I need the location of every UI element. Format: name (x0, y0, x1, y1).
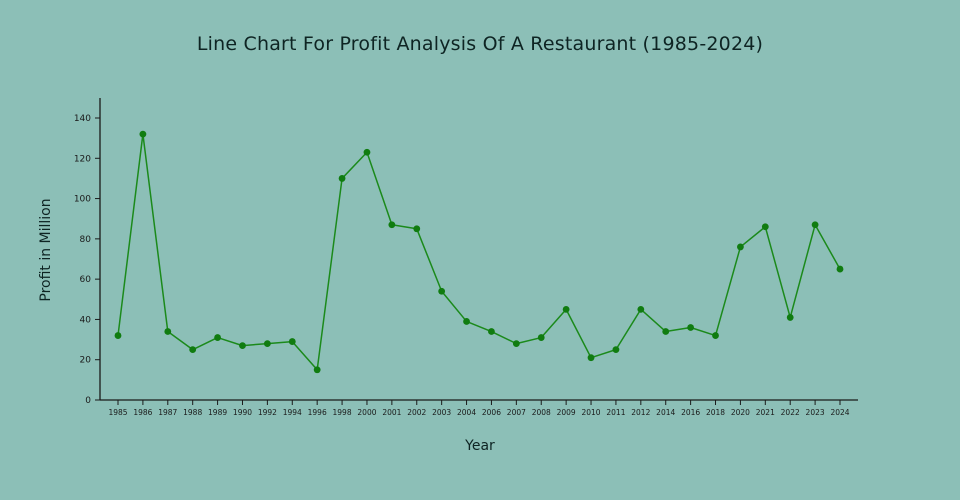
data-point-marker (114, 332, 122, 339)
x-axis-tick-label: 2007 (507, 408, 526, 417)
x-axis-tick-label: 1988 (183, 408, 202, 417)
x-axis-tick-label: 2008 (532, 408, 551, 417)
x-axis-tick-label: 2011 (606, 408, 625, 417)
x-axis-tick-label: 2023 (806, 408, 825, 417)
data-point-marker (388, 221, 396, 229)
x-axis-tick-label: 2003 (432, 408, 451, 417)
data-point-marker (537, 334, 545, 341)
x-axis-tick-label: 2022 (781, 408, 800, 417)
y-axis-tick-label: 120 (74, 154, 91, 164)
data-point-marker (413, 225, 421, 233)
data-point-marker (612, 346, 620, 354)
data-point-marker (562, 305, 570, 313)
data-point-marker (512, 340, 520, 347)
data-point-marker (662, 328, 670, 335)
x-axis-tick-label: 1990 (233, 408, 252, 417)
data-point-marker (463, 318, 470, 325)
x-axis-tick-label: 2021 (756, 408, 775, 417)
x-axis-tick-label: 2010 (581, 408, 600, 417)
data-point-marker (139, 130, 147, 138)
x-axis-tick-label: 1987 (158, 408, 177, 417)
y-axis-tick-label: 60 (80, 275, 92, 285)
x-axis-tick-label: 2024 (830, 408, 849, 417)
x-axis-tick-label: 2016 (681, 408, 700, 417)
data-point-marker (214, 334, 221, 341)
data-point-marker (637, 305, 645, 313)
x-axis-tick-label: 1985 (108, 408, 127, 417)
y-axis-tick-label: 0 (85, 396, 91, 406)
x-axis-tick-label: 2012 (631, 408, 650, 417)
data-point-marker (338, 175, 346, 182)
data-point-marker (836, 265, 844, 273)
data-point-marker (811, 221, 819, 229)
x-axis-tick-label: 1992 (258, 408, 277, 417)
x-axis-tick-label: 1998 (333, 408, 352, 417)
x-axis-tick-label: 1996 (308, 408, 327, 417)
x-axis-tick-label: 2014 (656, 408, 675, 417)
data-point-marker (164, 328, 172, 335)
chart-title: Line Chart For Profit Analysis Of A Rest… (196, 33, 764, 55)
data-point-marker (687, 324, 695, 331)
y-axis-tick-label: 140 (74, 114, 91, 124)
profit-line-series (117, 133, 841, 371)
x-axis-tick-label: 2009 (557, 408, 576, 417)
x-axis-tick-label: 2002 (407, 408, 426, 417)
data-point-marker (712, 332, 719, 339)
x-axis-title: Year (465, 438, 495, 454)
data-point-marker (313, 366, 321, 374)
y-axis-tick-label: 20 (80, 356, 92, 366)
x-axis-tick-label: 2004 (457, 408, 476, 417)
x-axis-tick-label: 2018 (706, 408, 725, 417)
data-point-marker (363, 148, 371, 156)
y-axis-tick-label: 40 (80, 315, 92, 325)
data-point-marker (737, 243, 744, 251)
x-axis-tick-label: 1989 (208, 408, 227, 417)
data-point-marker (786, 314, 794, 321)
data-point-marker (488, 328, 495, 335)
data-point-marker (438, 287, 446, 295)
data-point-marker (263, 340, 271, 347)
x-axis-tick-label: 1994 (283, 408, 302, 417)
data-point-marker (239, 342, 246, 350)
y-axis-tick-label: 80 (80, 235, 92, 245)
x-axis-tick-label: 2020 (731, 408, 750, 417)
x-axis-tick-label: 2006 (482, 408, 501, 417)
y-axis-tick-label: 100 (74, 195, 91, 205)
data-point-marker (587, 354, 595, 362)
data-point-marker (288, 338, 296, 345)
data-point-marker (189, 346, 197, 354)
x-axis-tick-label: 1986 (133, 408, 152, 417)
x-axis-tick-label: 2000 (357, 408, 376, 417)
data-point-marker (761, 223, 769, 231)
x-axis-tick-label: 2001 (382, 408, 401, 417)
